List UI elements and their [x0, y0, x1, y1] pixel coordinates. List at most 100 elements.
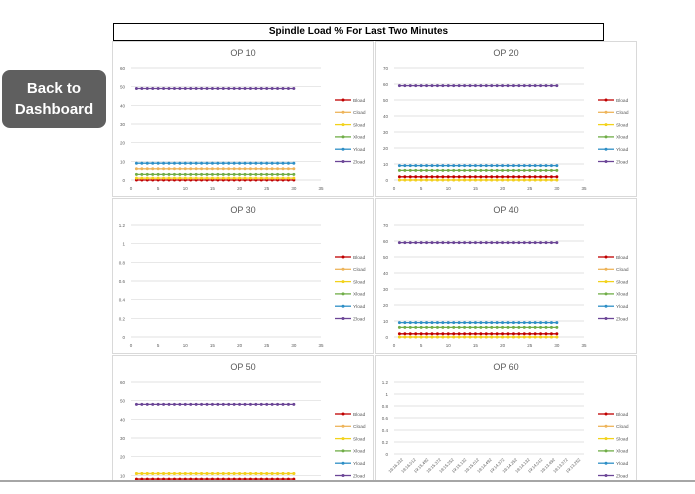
data-point-sload	[183, 471, 187, 475]
data-point-sload	[549, 335, 553, 339]
y-tick-label: 70	[383, 66, 389, 71]
data-point-bload	[414, 332, 418, 336]
data-point-xload	[490, 325, 494, 329]
y-tick-label: 0	[385, 335, 388, 340]
data-point-sload	[539, 178, 543, 182]
data-point-yload	[194, 161, 198, 165]
data-point-yload	[484, 164, 488, 168]
data-point-xload	[403, 325, 407, 329]
data-point-cload	[216, 167, 220, 171]
y-tick-label: 10	[120, 159, 126, 164]
data-point-sload	[522, 178, 526, 182]
x-tick-label: 30	[554, 186, 560, 191]
data-point-sload	[544, 335, 548, 339]
data-point-bload	[167, 477, 171, 480]
data-point-yload	[151, 161, 155, 165]
data-point-cload	[243, 167, 247, 171]
data-point-xload	[276, 172, 280, 176]
data-point-xload	[414, 168, 418, 172]
data-point-bload	[468, 175, 472, 179]
data-point-xload	[511, 325, 515, 329]
y-tick-label: 40	[383, 271, 389, 276]
data-point-sload	[254, 176, 258, 180]
data-point-bload	[511, 175, 515, 179]
data-point-bload	[430, 332, 434, 336]
data-point-sload	[227, 471, 231, 475]
data-point-cload	[167, 167, 171, 171]
data-point-sload	[151, 471, 155, 475]
data-point-sload	[162, 176, 166, 180]
data-point-xload	[403, 168, 407, 172]
data-point-sload	[517, 178, 521, 182]
data-point-sload	[265, 176, 269, 180]
data-point-zload	[243, 402, 247, 406]
data-point-xload	[544, 168, 548, 172]
chart-title: OP 50	[230, 362, 255, 372]
back-to-dashboard-button[interactable]: Back to Dashboard	[2, 70, 106, 128]
data-point-zload	[544, 84, 548, 88]
legend-label: Sload	[616, 122, 629, 128]
data-point-sload	[533, 335, 537, 339]
data-point-sload	[205, 176, 209, 180]
data-point-sload	[172, 471, 176, 475]
data-point-zload	[539, 84, 543, 88]
data-point-bload	[259, 477, 263, 480]
data-point-xload	[167, 172, 171, 176]
data-point-xload	[495, 168, 499, 172]
data-point-bload	[544, 332, 548, 336]
data-point-yload	[452, 321, 456, 325]
legend-label: Zload	[353, 159, 365, 165]
data-point-zload	[254, 402, 258, 406]
data-point-sload	[281, 176, 285, 180]
data-point-sload	[194, 471, 198, 475]
x-tick-label: 30	[554, 343, 560, 348]
data-point-bload	[522, 332, 526, 336]
chart-svg: OP 50010203040506005101520253035BloadClo…	[120, 362, 366, 480]
x-tick-label: 15	[210, 343, 216, 348]
data-point-cload	[210, 167, 214, 171]
data-point-yload	[172, 161, 176, 165]
data-point-bload	[457, 175, 461, 179]
data-point-zload	[539, 241, 543, 245]
data-point-zload	[156, 402, 160, 406]
data-point-sload	[484, 335, 488, 339]
data-point-yload	[544, 321, 548, 325]
data-point-zload	[435, 84, 439, 88]
data-point-sload	[501, 335, 505, 339]
legend-label: Bload	[353, 98, 366, 104]
y-tick-label: 0.4	[382, 428, 389, 433]
data-point-xload	[162, 172, 166, 176]
data-point-zload	[533, 241, 537, 245]
legend-label: Zload	[616, 473, 628, 479]
legend-marker-xload	[604, 449, 608, 453]
data-point-cload	[156, 167, 160, 171]
data-point-sload	[210, 176, 214, 180]
data-point-cload	[151, 167, 155, 171]
data-point-zload	[189, 87, 193, 91]
data-point-zload	[292, 402, 296, 406]
data-point-cload	[183, 167, 187, 171]
data-point-zload	[479, 241, 483, 245]
data-point-bload	[549, 332, 553, 336]
data-point-zload	[167, 87, 171, 91]
data-point-sload	[495, 335, 499, 339]
data-point-xload	[479, 168, 483, 172]
legend-label: Sload	[353, 122, 366, 128]
legend-label: Zload	[616, 316, 628, 322]
data-point-yload	[210, 161, 214, 165]
y-tick-label: 0.6	[382, 416, 389, 421]
data-point-xload	[549, 325, 553, 329]
data-point-zload	[270, 87, 274, 91]
data-point-yload	[522, 164, 526, 168]
legend-label: Cload	[353, 110, 366, 116]
data-point-sload	[430, 178, 434, 182]
data-point-yload	[549, 321, 553, 325]
data-point-sload	[205, 471, 209, 475]
data-point-xload	[479, 325, 483, 329]
data-point-sload	[134, 471, 138, 475]
y-tick-label: 60	[120, 66, 126, 71]
data-point-sload	[397, 335, 401, 339]
data-point-xload	[238, 172, 242, 176]
data-point-bload	[270, 477, 274, 480]
y-tick-label: 70	[383, 223, 389, 228]
